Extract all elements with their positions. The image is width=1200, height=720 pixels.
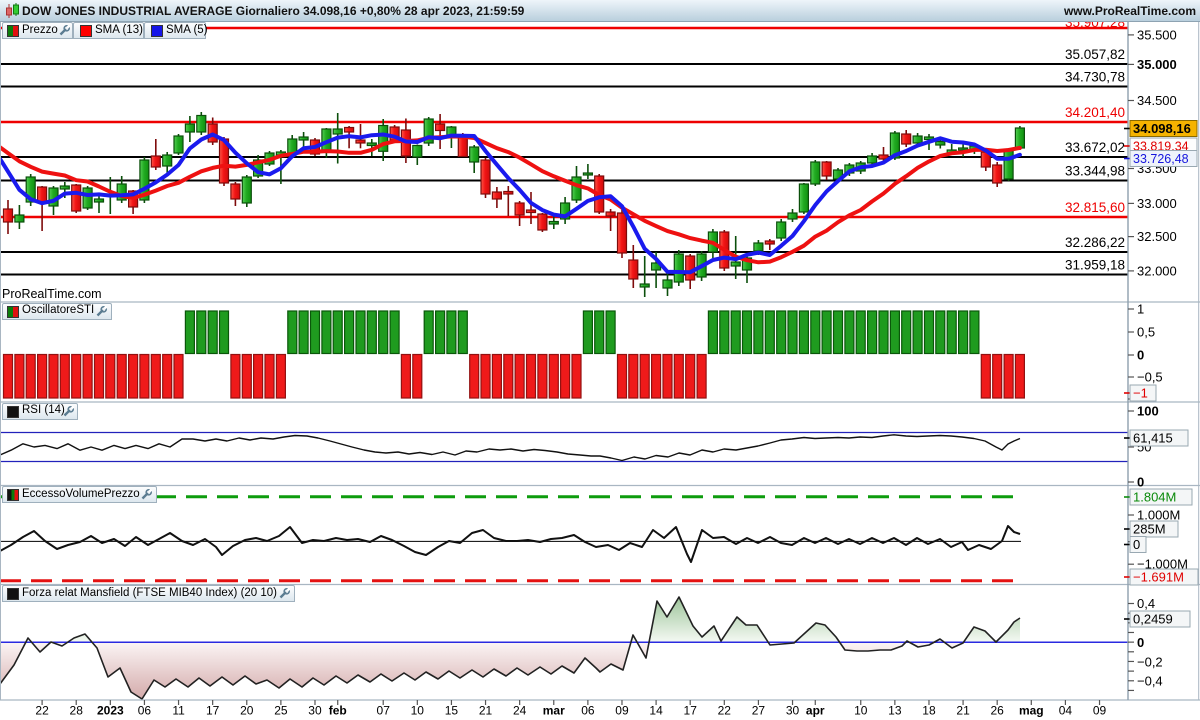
svg-text:26: 26	[991, 704, 1005, 718]
svg-text:31.959,18: 31.959,18	[1065, 258, 1125, 273]
svg-text:34.500: 34.500	[1137, 93, 1177, 108]
svg-text:32.000: 32.000	[1137, 263, 1177, 278]
svg-text:10: 10	[411, 704, 425, 718]
svg-text:25: 25	[274, 704, 288, 718]
svg-text:32.500: 32.500	[1137, 229, 1177, 244]
svg-text:33.672,02: 33.672,02	[1065, 140, 1125, 155]
svg-text:0: 0	[1137, 348, 1144, 363]
svg-text:2023: 2023	[97, 704, 124, 718]
svg-text:285M: 285M	[1133, 522, 1166, 537]
svg-text:100: 100	[1137, 404, 1159, 419]
svg-text:33.344,98: 33.344,98	[1065, 164, 1125, 179]
svg-text:−0,4: −0,4	[1137, 673, 1163, 688]
svg-text:0,2459: 0,2459	[1133, 612, 1173, 627]
svg-text:35.500: 35.500	[1137, 27, 1177, 42]
svg-text:07: 07	[377, 704, 391, 718]
svg-text:09: 09	[615, 704, 629, 718]
svg-text:32.286,22: 32.286,22	[1065, 235, 1125, 250]
svg-text:34.098,16: 34.098,16	[1133, 121, 1191, 136]
svg-text:33.726,48: 33.726,48	[1133, 152, 1189, 166]
svg-text:−1.691M: −1.691M	[1133, 570, 1184, 585]
svg-text:0: 0	[1137, 475, 1144, 490]
svg-text:0,4: 0,4	[1137, 596, 1155, 611]
svg-text:1.804M: 1.804M	[1133, 490, 1176, 505]
svg-text:0: 0	[1133, 537, 1140, 552]
svg-text:06: 06	[138, 704, 152, 718]
svg-text:21: 21	[479, 704, 493, 718]
svg-text:−0,5: −0,5	[1137, 370, 1163, 385]
svg-text:35.057,82: 35.057,82	[1065, 47, 1125, 62]
svg-text:1: 1	[1137, 302, 1144, 317]
svg-text:09: 09	[1093, 704, 1107, 718]
svg-text:30: 30	[786, 704, 800, 718]
svg-text:0: 0	[1137, 635, 1144, 650]
svg-text:mar: mar	[543, 704, 565, 718]
svg-text:17: 17	[684, 704, 698, 718]
svg-text:04: 04	[1059, 704, 1073, 718]
svg-text:18: 18	[922, 704, 936, 718]
svg-text:−1: −1	[1133, 386, 1148, 401]
svg-text:22: 22	[35, 704, 49, 718]
svg-text:24: 24	[513, 704, 527, 718]
svg-text:28: 28	[70, 704, 84, 718]
svg-text:27: 27	[752, 704, 766, 718]
svg-text:32.815,60: 32.815,60	[1065, 200, 1125, 215]
svg-text:21: 21	[956, 704, 970, 718]
svg-text:14: 14	[649, 704, 663, 718]
svg-text:1.000M: 1.000M	[1137, 508, 1180, 523]
svg-text:06: 06	[581, 704, 595, 718]
svg-text:17: 17	[206, 704, 220, 718]
svg-text:0,5: 0,5	[1137, 325, 1155, 340]
svg-text:15: 15	[445, 704, 459, 718]
svg-text:13: 13	[888, 704, 902, 718]
svg-text:61,415: 61,415	[1133, 431, 1173, 446]
svg-text:33.000: 33.000	[1137, 196, 1177, 211]
svg-text:feb: feb	[329, 704, 347, 718]
svg-text:−0,2: −0,2	[1137, 654, 1163, 669]
svg-text:ProRealTime.com: ProRealTime.com	[2, 287, 102, 301]
svg-text:20: 20	[240, 704, 254, 718]
svg-text:mag: mag	[1019, 704, 1044, 718]
svg-text:10: 10	[854, 704, 868, 718]
svg-text:apr: apr	[806, 704, 825, 718]
svg-text:22: 22	[718, 704, 732, 718]
svg-text:30: 30	[308, 704, 322, 718]
svg-text:34.730,78: 34.730,78	[1065, 70, 1125, 85]
svg-text:−1.000M: −1.000M	[1137, 557, 1188, 572]
svg-text:11: 11	[172, 704, 185, 718]
svg-text:34.201,40: 34.201,40	[1065, 105, 1125, 120]
svg-text:35.000: 35.000	[1137, 57, 1177, 72]
